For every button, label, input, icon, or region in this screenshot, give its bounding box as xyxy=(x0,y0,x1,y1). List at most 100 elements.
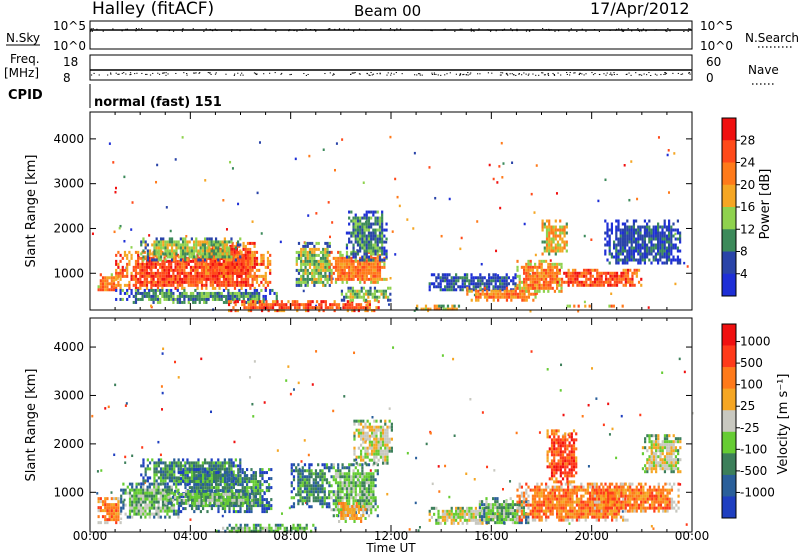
data-cell xyxy=(166,240,169,244)
nave-dot xyxy=(141,72,143,74)
data-cell xyxy=(621,240,625,244)
data-cell xyxy=(631,283,634,287)
nsearch-dot xyxy=(205,28,207,30)
data-cell xyxy=(220,297,223,301)
data-cell xyxy=(311,256,314,260)
data-cell xyxy=(260,306,264,310)
data-cell xyxy=(229,297,232,301)
data-cell xyxy=(134,277,138,281)
data-cell xyxy=(153,246,156,250)
data-cell xyxy=(146,497,149,501)
data-cell xyxy=(198,297,201,301)
data-cell xyxy=(223,510,227,514)
data-cell xyxy=(545,228,549,232)
data-cell xyxy=(521,298,524,302)
data-cell xyxy=(269,259,272,263)
data-cell xyxy=(315,259,318,263)
data-cell xyxy=(255,294,259,298)
data-cell xyxy=(369,289,372,293)
data-cell xyxy=(376,268,379,272)
data-cell xyxy=(203,458,207,462)
data-cell xyxy=(322,256,325,260)
data-cell xyxy=(179,252,182,256)
data-cell xyxy=(161,491,165,495)
data-cell xyxy=(295,268,298,272)
data-cell xyxy=(187,300,190,304)
data-cell xyxy=(345,250,349,254)
data-cell xyxy=(177,507,180,511)
data-cell xyxy=(106,276,109,280)
data-cell xyxy=(494,285,497,289)
data-cell xyxy=(119,286,122,290)
data-cell xyxy=(376,252,379,256)
data-cell xyxy=(101,282,105,286)
data-cell xyxy=(532,298,535,302)
data-cell xyxy=(670,249,673,253)
data-cell xyxy=(190,477,194,481)
data-cell xyxy=(560,283,563,287)
data-cell xyxy=(359,237,362,241)
scatter-cell xyxy=(674,282,677,286)
data-cell xyxy=(311,241,314,245)
data-cell xyxy=(134,297,138,301)
data-cell xyxy=(374,277,377,281)
data-cell xyxy=(211,259,214,263)
data-cell xyxy=(179,461,182,465)
data-cell xyxy=(508,295,511,299)
data-cell xyxy=(132,274,135,278)
data-cell xyxy=(186,249,189,253)
data-cell xyxy=(525,289,528,293)
data-cell xyxy=(193,480,196,484)
data-cell xyxy=(150,503,154,507)
data-cell xyxy=(233,294,237,298)
data-cell xyxy=(148,506,151,510)
data-cell xyxy=(173,252,176,256)
scatter-cell xyxy=(298,467,301,471)
data-cell xyxy=(433,273,436,277)
data-cell xyxy=(269,291,272,295)
data-cell xyxy=(159,255,163,259)
data-cell xyxy=(184,255,187,259)
scatter-cell xyxy=(256,191,259,195)
data-cell xyxy=(632,219,636,223)
data-cell xyxy=(163,297,166,301)
data-cell xyxy=(228,486,231,490)
data-cell xyxy=(381,213,384,217)
data-cell xyxy=(145,274,149,278)
data-cell xyxy=(330,277,333,281)
data-cell xyxy=(361,265,364,269)
data-cell xyxy=(368,300,371,304)
data-cell xyxy=(161,500,165,504)
data-cell xyxy=(189,268,193,272)
data-cell xyxy=(207,262,210,266)
data-cell xyxy=(168,255,171,259)
data-cell xyxy=(536,277,539,281)
data-cell xyxy=(176,297,179,301)
data-cell xyxy=(119,268,122,272)
data-cell xyxy=(165,265,168,269)
data-cell xyxy=(165,294,168,298)
data-cell xyxy=(365,228,368,232)
data-cell xyxy=(211,271,214,275)
data-cell xyxy=(367,292,370,296)
colorbar-segment xyxy=(722,184,736,208)
data-cell xyxy=(157,240,160,244)
data-cell xyxy=(211,262,214,266)
data-cell xyxy=(657,252,660,256)
data-cell xyxy=(512,292,515,296)
data-cell xyxy=(556,249,560,253)
data-cell xyxy=(356,295,359,299)
nsearch-dot xyxy=(163,29,166,31)
data-cell xyxy=(208,464,211,468)
data-cell xyxy=(339,262,342,266)
data-cell xyxy=(309,300,312,304)
data-cell xyxy=(228,483,231,487)
data-cell xyxy=(154,297,157,301)
data-cell xyxy=(563,228,566,232)
data-cell xyxy=(548,240,551,244)
data-cell xyxy=(679,237,682,241)
data-cell xyxy=(350,265,353,269)
data-cell xyxy=(153,503,156,507)
data-cell xyxy=(370,243,373,247)
data-cell xyxy=(319,256,323,260)
